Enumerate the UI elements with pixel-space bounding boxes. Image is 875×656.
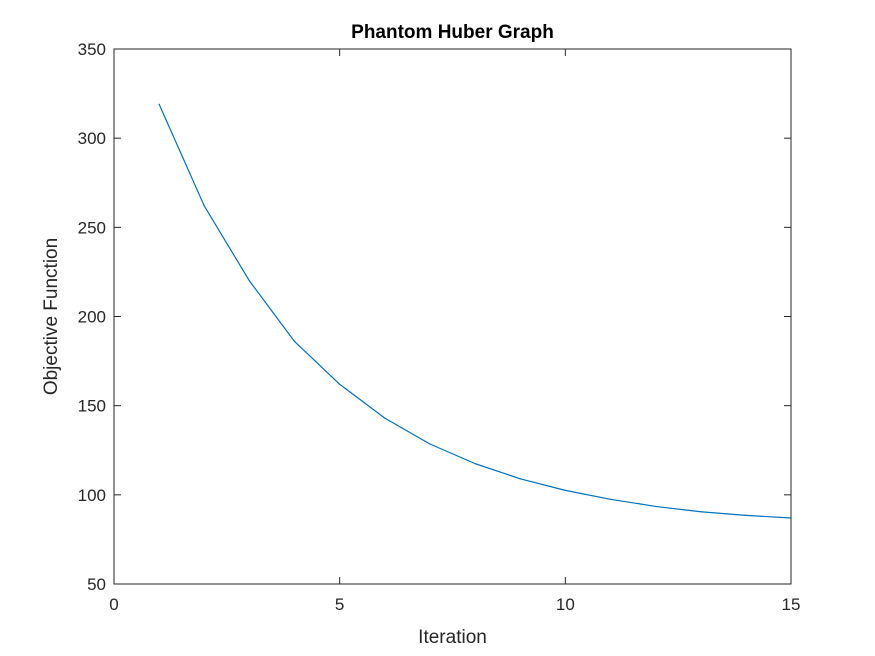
data-point bbox=[384, 417, 386, 419]
y-tick-label: 200 bbox=[78, 308, 106, 327]
data-point bbox=[564, 489, 566, 491]
x-tick-label: 10 bbox=[556, 595, 575, 614]
y-tick-label: 50 bbox=[87, 575, 106, 594]
x-tick-label: 15 bbox=[782, 595, 801, 614]
x-tick-label: 5 bbox=[335, 595, 344, 614]
data-point bbox=[293, 340, 296, 343]
data-point bbox=[158, 103, 160, 105]
plot-area bbox=[114, 49, 791, 584]
data-point bbox=[609, 498, 612, 500]
data-point bbox=[339, 383, 341, 385]
y-tick-label: 150 bbox=[78, 397, 106, 416]
x-axis-label: Iteration bbox=[418, 627, 487, 648]
data-point bbox=[429, 443, 431, 445]
y-tick-label: 300 bbox=[78, 129, 106, 148]
y-tick-label: 350 bbox=[78, 40, 106, 59]
data-point bbox=[248, 280, 250, 282]
data-point bbox=[700, 511, 702, 513]
y-tick-label: 100 bbox=[78, 486, 106, 505]
x-tick-label: 0 bbox=[109, 595, 118, 614]
y-tick-label: 250 bbox=[78, 218, 106, 237]
data-point bbox=[655, 505, 657, 508]
data-point bbox=[745, 514, 747, 516]
data-point bbox=[203, 205, 205, 207]
data-point bbox=[474, 463, 476, 465]
data-point bbox=[519, 478, 521, 480]
y-axis-label: Objective Function bbox=[41, 238, 62, 395]
chart-title: Phantom Huber Graph bbox=[351, 22, 554, 43]
